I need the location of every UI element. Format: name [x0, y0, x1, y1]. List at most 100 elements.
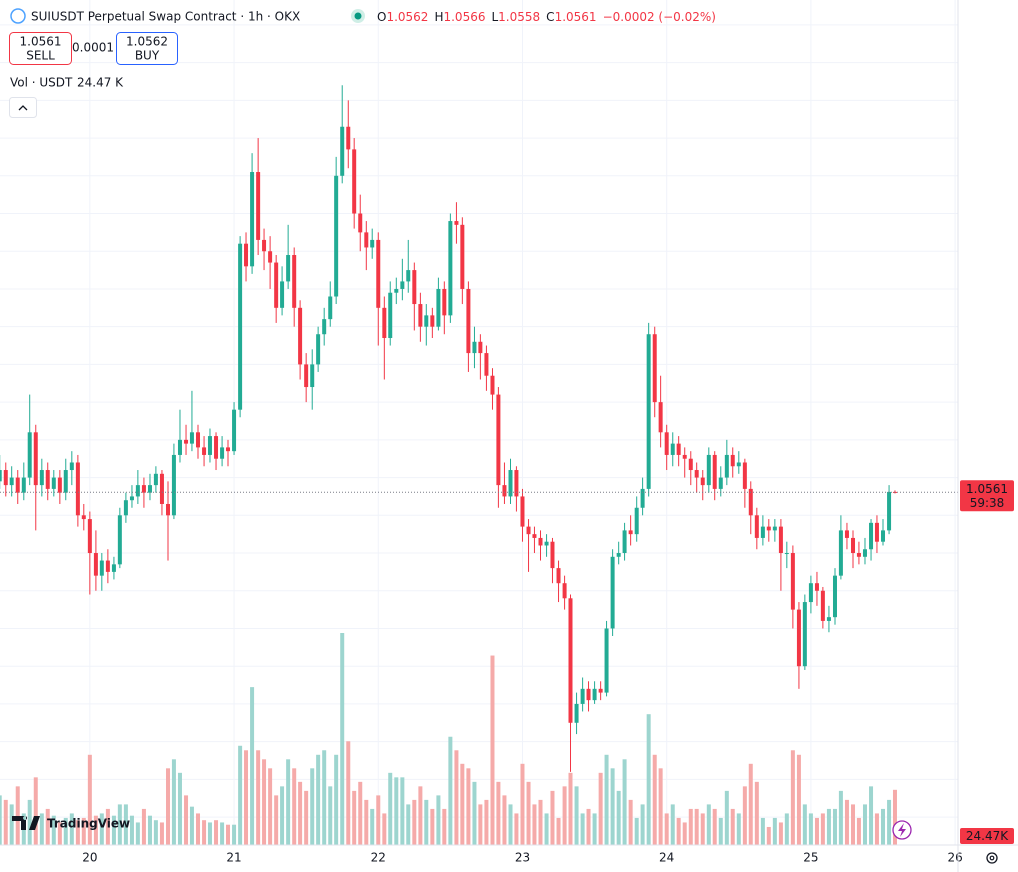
volume-bar	[214, 820, 219, 845]
candle-body	[766, 526, 771, 531]
candle-body	[177, 439, 182, 455]
candle-body	[496, 394, 501, 486]
price-tag	[960, 480, 1014, 512]
candle-body	[105, 560, 110, 572]
x-tick-label: 26	[947, 851, 962, 865]
candle-body	[736, 462, 741, 467]
x-tick-label: 23	[515, 851, 530, 865]
candle-body	[141, 485, 146, 493]
volume-bar	[117, 804, 122, 845]
candle-body	[117, 515, 122, 565]
sell-button[interactable]	[9, 32, 72, 65]
candle-body	[562, 583, 567, 599]
candle-body	[616, 553, 621, 557]
volume-bar	[856, 817, 861, 845]
candle-body	[358, 213, 363, 233]
volume-bar	[346, 741, 351, 845]
volume-bar	[202, 820, 207, 845]
candle-body	[262, 239, 267, 252]
candle-body	[93, 553, 98, 576]
candle-body	[412, 270, 417, 305]
volume-bar	[892, 789, 897, 845]
volume-bar	[814, 817, 819, 845]
candle-body	[51, 477, 56, 489]
candle-body	[718, 477, 723, 489]
candle-body	[406, 270, 411, 282]
candle-body	[706, 454, 711, 486]
volume-bar	[592, 813, 597, 845]
candle-body	[244, 243, 249, 267]
candle-body	[220, 447, 225, 459]
volume-bar	[159, 822, 164, 845]
volume-bar	[262, 759, 267, 845]
candle-body	[520, 496, 525, 527]
volume-bar	[376, 795, 381, 845]
volume-bar	[256, 750, 261, 845]
status-dot-inner	[354, 12, 362, 20]
candle-body	[844, 530, 849, 538]
candle-body	[826, 617, 831, 621]
price-pane	[0, 85, 958, 772]
candle-body	[712, 454, 717, 489]
candle-body	[388, 292, 393, 338]
candle-body	[69, 462, 74, 471]
volume-bar	[268, 768, 273, 845]
candle-body	[135, 485, 140, 497]
volume-bar	[352, 790, 357, 845]
volume-bar	[598, 772, 603, 845]
volume-bar	[274, 795, 279, 845]
candle-body	[63, 470, 68, 493]
volume-bar	[225, 824, 230, 845]
candle-body	[280, 281, 285, 308]
logo-text: TradingView	[47, 817, 130, 831]
volume-bar	[244, 750, 249, 845]
candle-body	[238, 243, 243, 410]
candle-body	[111, 564, 116, 572]
settings-icon[interactable]	[986, 852, 998, 864]
volume-bar	[0, 795, 2, 845]
candle-body	[304, 364, 309, 388]
volume-bar	[111, 815, 116, 845]
candle-body	[184, 439, 189, 444]
candle-body	[851, 537, 856, 554]
candle-body	[400, 281, 405, 289]
candle-body	[274, 262, 279, 308]
volume-bar	[93, 815, 98, 845]
candle-body	[268, 251, 273, 263]
volume-title: Vol · USDT	[10, 76, 73, 90]
volume-bar	[706, 804, 711, 845]
candle-body	[171, 454, 176, 516]
buy-button[interactable]	[116, 32, 178, 65]
candle-body	[538, 537, 543, 546]
candle-body	[772, 526, 777, 531]
candle-body	[574, 703, 579, 723]
candle-body	[207, 436, 212, 455]
volume-bar	[514, 813, 519, 845]
candle-body	[502, 485, 507, 497]
volume-bar	[869, 786, 874, 845]
candle-body	[159, 473, 164, 504]
candle-body	[256, 172, 261, 240]
volume-bar	[207, 822, 212, 845]
volume-bar	[887, 799, 892, 845]
candle-body	[514, 470, 519, 497]
candle-body	[340, 126, 345, 176]
collapse-button[interactable]	[9, 97, 37, 118]
candle-body	[628, 530, 633, 535]
volume-bar	[189, 806, 194, 845]
candle-body	[370, 239, 375, 248]
volume-bar	[57, 822, 62, 845]
candle-body	[748, 488, 753, 516]
candle-body	[658, 402, 663, 433]
volume-bar	[364, 799, 369, 845]
volume-pane	[0, 633, 897, 845]
candle-body	[856, 553, 861, 557]
candle-body	[652, 334, 657, 403]
volume-bar	[436, 795, 441, 845]
volume-bar	[298, 781, 303, 845]
volume-bar	[406, 804, 411, 845]
candle-body	[622, 530, 627, 554]
volume-bar	[694, 808, 699, 845]
volume-bar	[832, 808, 837, 845]
ohlc-label: C	[546, 10, 554, 24]
